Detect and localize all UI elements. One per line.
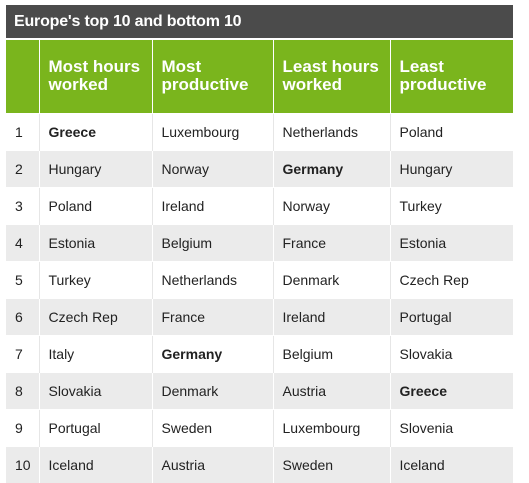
header-least-productive: Least productive: [390, 40, 513, 113]
least-hours-cell: Norway: [273, 186, 391, 224]
header-least-hours-worked: Least hours worked: [273, 40, 391, 113]
table-row: 10 Iceland Austria Sweden Iceland: [6, 445, 513, 483]
table-row: 7 Italy Germany Belgium Slovakia: [6, 334, 513, 372]
least-productive-cell: Czech Rep: [390, 260, 513, 298]
least-hours-cell: Austria: [273, 371, 391, 409]
rank-cell: 8: [6, 371, 40, 409]
table-row: 2 Hungary Norway Germany Hungary: [6, 149, 513, 187]
least-productive-cell: Portugal: [390, 297, 513, 335]
least-hours-cell: Sweden: [273, 445, 391, 483]
most-productive-cell: Belgium: [152, 223, 274, 261]
least-productive-cell: Slovenia: [390, 408, 513, 446]
most-hours-cell: Hungary: [39, 149, 153, 187]
rank-cell: 7: [6, 334, 40, 372]
table-container: Europe's top 10 and bottom 10 Most hours…: [6, 5, 513, 483]
most-productive-cell: Ireland: [152, 186, 274, 224]
most-hours-cell: Slovakia: [39, 371, 153, 409]
table-title: Europe's top 10 and bottom 10: [6, 5, 513, 38]
most-hours-cell: Greece: [39, 112, 153, 150]
least-hours-cell: Denmark: [273, 260, 391, 298]
most-productive-cell: Luxembourg: [152, 112, 274, 150]
most-hours-cell: Poland: [39, 186, 153, 224]
most-productive-cell: Netherlands: [152, 260, 274, 298]
least-hours-cell: Ireland: [273, 297, 391, 335]
table-row: 6 Czech Rep France Ireland Portugal: [6, 297, 513, 335]
least-productive-cell: Slovakia: [390, 334, 513, 372]
header-most-productive: Most productive: [152, 40, 274, 113]
least-productive-cell: Iceland: [390, 445, 513, 483]
most-productive-cell: France: [152, 297, 274, 335]
table-row: 3 Poland Ireland Norway Turkey: [6, 186, 513, 224]
header-row: Most hours worked Most productive Least …: [6, 40, 513, 113]
rank-cell: 6: [6, 297, 40, 335]
rank-cell: 4: [6, 223, 40, 261]
least-hours-cell: Germany: [273, 149, 391, 187]
rank-cell: 1: [6, 112, 40, 150]
least-productive-cell: Hungary: [390, 149, 513, 187]
most-hours-cell: Italy: [39, 334, 153, 372]
least-productive-cell: Poland: [390, 112, 513, 150]
least-hours-cell: France: [273, 223, 391, 261]
most-productive-cell: Austria: [152, 445, 274, 483]
most-hours-cell: Portugal: [39, 408, 153, 446]
rankings-table: Most hours worked Most productive Least …: [6, 40, 513, 483]
least-productive-cell: Estonia: [390, 223, 513, 261]
rank-cell: 9: [6, 408, 40, 446]
least-productive-cell: Turkey: [390, 186, 513, 224]
most-hours-cell: Turkey: [39, 260, 153, 298]
table-row: 4 Estonia Belgium France Estonia: [6, 223, 513, 261]
most-hours-cell: Estonia: [39, 223, 153, 261]
most-hours-cell: Czech Rep: [39, 297, 153, 335]
most-productive-cell: Germany: [152, 334, 274, 372]
least-productive-cell: Greece: [390, 371, 513, 409]
most-productive-cell: Sweden: [152, 408, 274, 446]
least-hours-cell: Netherlands: [273, 112, 391, 150]
least-hours-cell: Luxembourg: [273, 408, 391, 446]
header-most-hours-worked: Most hours worked: [39, 40, 153, 113]
rank-cell: 5: [6, 260, 40, 298]
table-row: 8 Slovakia Denmark Austria Greece: [6, 371, 513, 409]
header-rank: [6, 40, 40, 113]
rank-cell: 3: [6, 186, 40, 224]
least-hours-cell: Belgium: [273, 334, 391, 372]
rank-cell: 2: [6, 149, 40, 187]
most-hours-cell: Iceland: [39, 445, 153, 483]
rank-cell: 10: [6, 445, 40, 483]
most-productive-cell: Norway: [152, 149, 274, 187]
table-row: 9 Portugal Sweden Luxembourg Slovenia: [6, 408, 513, 446]
most-productive-cell: Denmark: [152, 371, 274, 409]
table-row: 5 Turkey Netherlands Denmark Czech Rep: [6, 260, 513, 298]
table-row: 1 Greece Luxembourg Netherlands Poland: [6, 112, 513, 150]
